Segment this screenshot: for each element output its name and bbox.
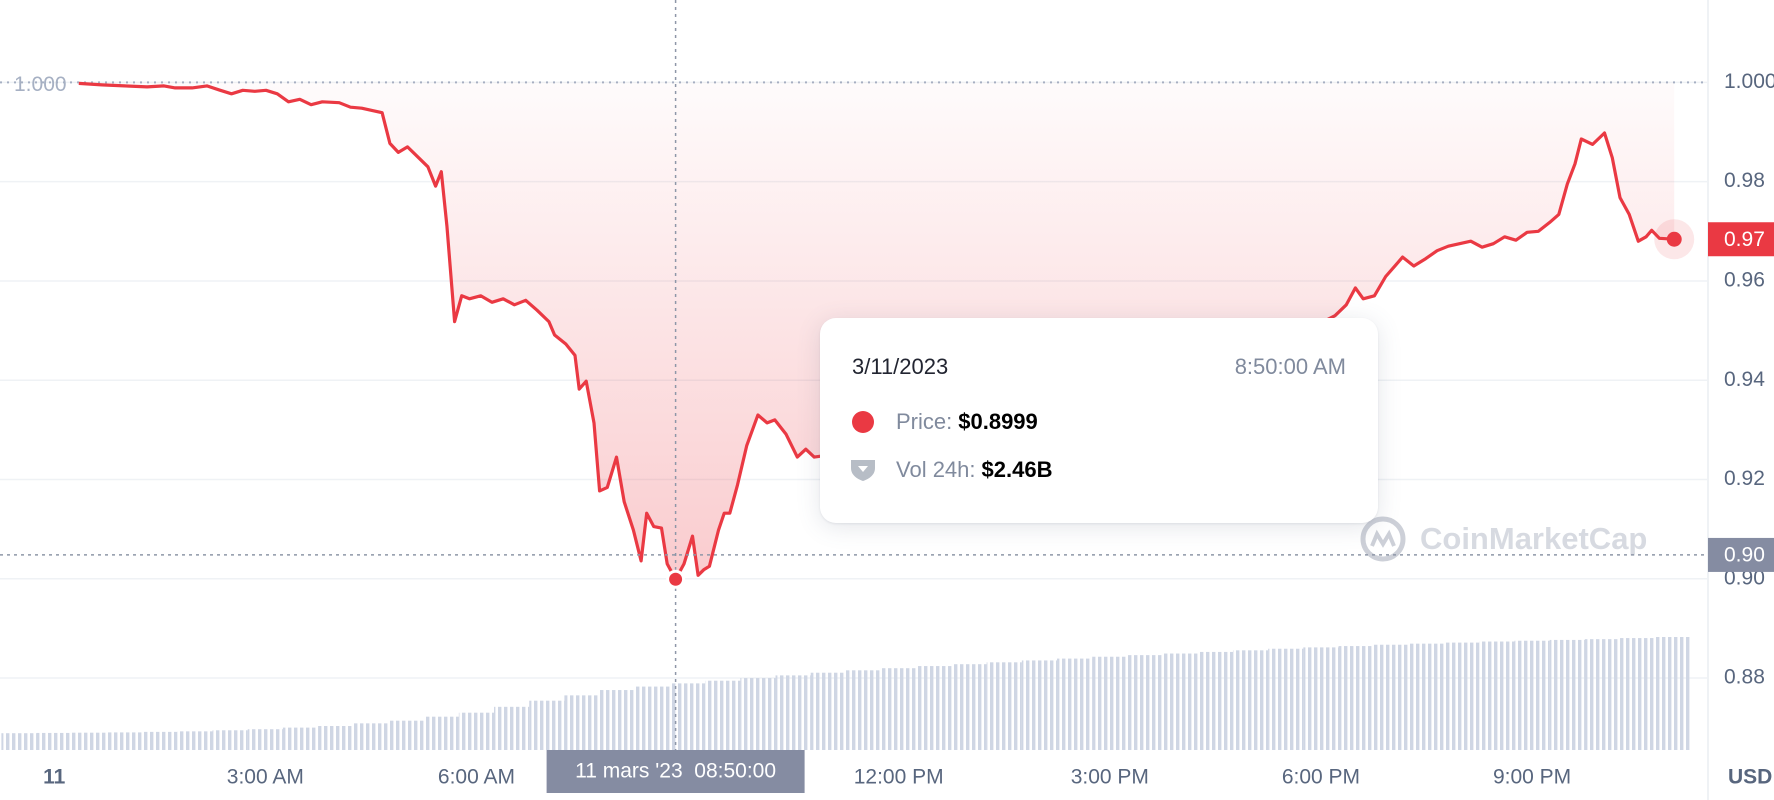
- current-price-tag: [1708, 222, 1774, 257]
- tooltip-label: Price:: [896, 409, 953, 434]
- tooltip-value: $0.8999: [958, 409, 1038, 434]
- last-point: [1666, 231, 1682, 247]
- y-tick-label: 0.92: [1724, 467, 1765, 490]
- watermark-text: CoinMarketCap: [1420, 521, 1647, 556]
- tooltip-value: $2.46B: [981, 457, 1053, 482]
- tooltip-time: 8:50:00 AM: [1234, 354, 1346, 379]
- volume-bar: [775, 675, 811, 750]
- volume-bar: [1444, 642, 1480, 750]
- volume-bar: [36, 732, 72, 750]
- volume-bar: [1338, 646, 1374, 750]
- volume-bar: [423, 716, 459, 750]
- volume-bar: [986, 662, 1022, 750]
- volume-bar: [1655, 637, 1691, 750]
- volume-bar: [1057, 658, 1093, 750]
- crosshair-y-label: 0.90: [1724, 543, 1765, 566]
- volume-bar: [845, 670, 882, 750]
- volume-bar: [388, 720, 424, 750]
- volume-bar: [881, 668, 917, 750]
- volume-bar: [1479, 641, 1515, 750]
- volume-bar: [1021, 660, 1058, 750]
- x-tick-label: 6:00 PM: [1282, 766, 1360, 789]
- tooltip-label: Vol 24h:: [896, 457, 976, 482]
- current-price-label: 0.97: [1724, 228, 1765, 251]
- y-tick-label: 0.88: [1724, 666, 1765, 689]
- volume-bar: [634, 686, 670, 750]
- tooltip: 3/11/2023 8:50:00 AM Price: $0.8999 Vol …: [820, 318, 1378, 523]
- tooltip-date: 3/11/2023: [852, 354, 949, 379]
- volume-bar: [1549, 639, 1585, 750]
- x-tick-label: 12:00 PM: [854, 766, 944, 789]
- volume-bar: [1197, 651, 1233, 750]
- watermark-logo: [1370, 529, 1396, 548]
- volume-bar: [1, 733, 37, 750]
- volume-bar: [599, 690, 635, 750]
- volume-bar: [353, 723, 389, 750]
- volume-bar: [564, 695, 600, 750]
- x-tick-label: 3:00 PM: [1071, 766, 1149, 789]
- x-tick-label: 11: [43, 766, 66, 789]
- crosshair-x-tag: [546, 750, 805, 793]
- volume-bars: [1, 637, 1691, 750]
- volume-bar: [740, 678, 776, 750]
- price-icon: [852, 411, 874, 433]
- volume-bar: [1092, 656, 1128, 750]
- reference-label: 1.000: [14, 73, 67, 96]
- x-tick-label: 9:00 PM: [1493, 766, 1571, 789]
- volume-bar: [1303, 647, 1339, 750]
- volume-bar: [212, 730, 248, 750]
- tooltip-row: Price: $0.8999: [852, 409, 1038, 435]
- volume-bar: [1127, 655, 1163, 750]
- price-line: [78, 81, 1675, 581]
- tooltip-row: Vol 24h: $2.46B: [851, 457, 1053, 483]
- volume-bar: [106, 732, 143, 750]
- tooltip-header: 3/11/2023 8:50:00 AM: [852, 354, 1346, 380]
- watermark-logo: [1360, 516, 1406, 562]
- y-tick-label: 0.96: [1724, 268, 1765, 291]
- volume-bar: [1268, 648, 1304, 750]
- crosshair-x-label: 11 mars '23 08:50:00: [575, 760, 776, 783]
- y-tick-label: 0.90: [1724, 566, 1765, 589]
- volume-bar: [1232, 650, 1269, 750]
- watermark: CoinMarketCap: [1360, 516, 1647, 562]
- highlight-point: [666, 569, 686, 589]
- volume-bar: [951, 664, 987, 750]
- volume-bar: [810, 672, 846, 750]
- volume-bar: [1408, 643, 1445, 750]
- y-tick-label: 0.94: [1724, 368, 1765, 391]
- y-tick-label: 1.000: [1724, 70, 1774, 93]
- x-tick-label: 3:00 AM: [227, 766, 304, 789]
- axis-unit: USD: [1728, 766, 1772, 789]
- volume-bar: [177, 731, 213, 750]
- volume-bar: [1373, 644, 1409, 750]
- volume-bar: [705, 680, 741, 750]
- volume-bar: [1162, 653, 1198, 750]
- volume-bar: [1584, 639, 1621, 750]
- volume-bar: [142, 731, 178, 750]
- volume-bar: [282, 727, 319, 750]
- x-tick-label: 6:00 AM: [438, 766, 515, 789]
- volume-bar: [458, 712, 495, 750]
- volume-bar: [1514, 640, 1550, 750]
- crosshair-y-tag: [1708, 537, 1774, 572]
- volume-bar: [247, 729, 283, 750]
- y-tick-label: 0.98: [1724, 169, 1765, 192]
- volume-bar: [1620, 638, 1656, 750]
- volume-icon: [851, 460, 875, 481]
- volume-bar: [494, 706, 530, 750]
- volume-bar: [318, 726, 354, 750]
- volume-bar: [916, 666, 952, 750]
- volume-bar: [71, 732, 107, 750]
- volume-bar: [529, 700, 565, 750]
